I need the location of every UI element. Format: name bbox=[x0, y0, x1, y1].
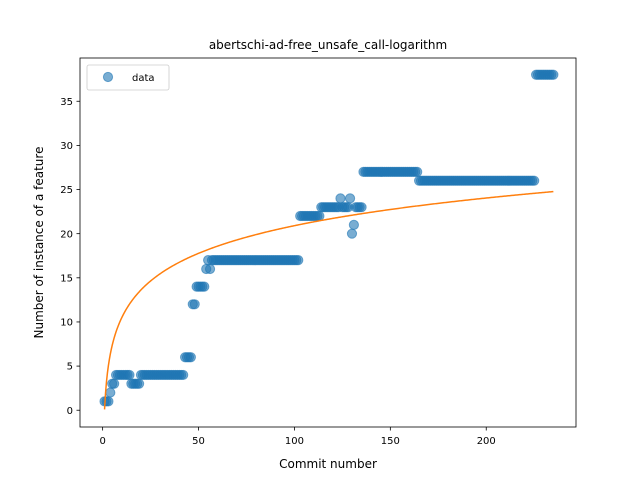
y-tick-label: 0 bbox=[67, 406, 73, 417]
data-point bbox=[348, 219, 359, 230]
y-ticks: 0 5 10 15 20 25 30 35 bbox=[60, 97, 80, 417]
data-point bbox=[105, 387, 116, 398]
data-point bbox=[204, 263, 216, 275]
x-tick-label: 0 bbox=[99, 436, 105, 447]
plot-area-frame bbox=[79, 57, 577, 428]
x-tick-label: 100 bbox=[285, 436, 304, 447]
data-point bbox=[412, 166, 423, 177]
data-point bbox=[529, 175, 540, 186]
data-point bbox=[133, 378, 145, 389]
data-point bbox=[314, 210, 325, 222]
y-axis-label: Number of instance of a feature bbox=[32, 147, 46, 339]
legend: data bbox=[86, 64, 170, 91]
x-axis-label: Commit number bbox=[279, 457, 377, 471]
x-tick-label: 50 bbox=[192, 436, 205, 447]
y-tick-label: 25 bbox=[60, 185, 73, 196]
y-tick-label: 30 bbox=[60, 141, 73, 152]
y-tick-label: 15 bbox=[60, 273, 73, 284]
data-point bbox=[293, 255, 304, 266]
data-point bbox=[356, 202, 367, 213]
x-ticks: 0 50 100 150 200 bbox=[99, 427, 496, 447]
y-tick-label: 20 bbox=[60, 229, 73, 240]
legend-marker bbox=[102, 71, 114, 83]
data-point bbox=[185, 352, 196, 363]
y-tick-label: 10 bbox=[60, 318, 73, 329]
legend-label-data: data bbox=[132, 73, 155, 84]
y-tick-label: 35 bbox=[60, 97, 73, 108]
x-tick-label: 150 bbox=[381, 436, 400, 447]
plot-marks bbox=[99, 69, 559, 410]
data-point bbox=[199, 281, 210, 292]
x-tick-label: 200 bbox=[477, 436, 496, 447]
data-point bbox=[178, 369, 189, 381]
data-point bbox=[109, 378, 120, 389]
legend-frame bbox=[86, 64, 170, 91]
data-point bbox=[189, 299, 200, 310]
data-point bbox=[346, 228, 358, 239]
data-point bbox=[344, 193, 356, 204]
chart-title: abertschi-ad-free_unsafe_call-logarithm bbox=[209, 38, 447, 52]
data-point bbox=[335, 193, 346, 204]
y-tick-label: 5 bbox=[67, 362, 73, 373]
fit-line bbox=[103, 190, 554, 410]
data-point bbox=[124, 369, 135, 381]
data-point bbox=[548, 69, 559, 80]
